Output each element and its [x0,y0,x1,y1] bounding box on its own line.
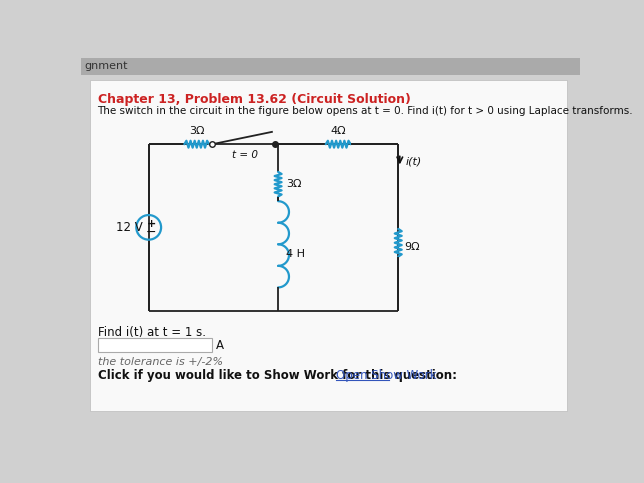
Text: 4 H: 4 H [286,249,305,258]
Text: the tolerance is +/-2%: the tolerance is +/-2% [97,357,223,367]
Text: −: − [146,226,156,239]
FancyBboxPatch shape [90,80,567,411]
Text: Open Show Work: Open Show Work [336,369,437,382]
Bar [80,58,580,75]
Text: Find i(t) at t = 1 s.: Find i(t) at t = 1 s. [97,326,205,339]
Text: 3Ω: 3Ω [189,126,205,136]
Text: 4Ω: 4Ω [330,126,346,136]
Text: 9Ω: 9Ω [404,242,420,253]
Text: A: A [216,339,224,352]
Text: i(t): i(t) [406,156,422,166]
Text: t = 0: t = 0 [232,150,258,160]
Text: Chapter 13, Problem 13.62 (Circuit Solution): Chapter 13, Problem 13.62 (Circuit Solut… [97,93,410,106]
Text: gnment: gnment [84,61,128,71]
Text: 3Ω: 3Ω [286,179,301,189]
Text: +: + [146,218,156,228]
Text: The switch in the circuit in the figure below opens at t = 0. Find i(t) for t > : The switch in the circuit in the figure … [97,106,633,116]
Text: Click if you would like to Show Work for this question:: Click if you would like to Show Work for… [97,369,457,382]
Bar [97,338,213,352]
Text: 12 V: 12 V [116,221,142,234]
